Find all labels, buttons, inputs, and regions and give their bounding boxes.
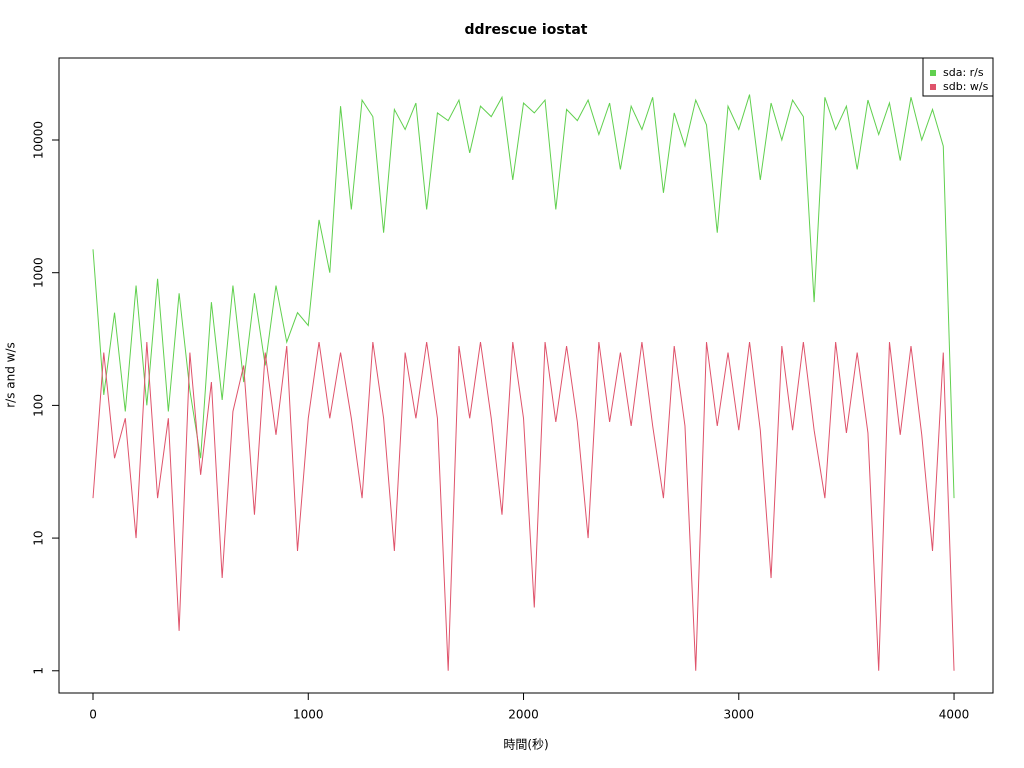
x-axis-label: 時間(秒) xyxy=(503,738,548,752)
x-tick-label: 4000 xyxy=(939,708,970,722)
x-tick-label: 2000 xyxy=(508,708,539,722)
x-tick-label: 0 xyxy=(89,708,97,722)
y-tick-label: 10000 xyxy=(32,121,46,159)
legend-label: sda: r/s xyxy=(943,66,984,79)
chart-title: ddrescue iostat xyxy=(465,22,588,38)
y-tick-label: 100 xyxy=(32,394,46,417)
y-tick-label: 1 xyxy=(32,667,46,675)
series-line xyxy=(92,342,955,671)
legend-swatch xyxy=(930,70,936,76)
series-line xyxy=(92,94,955,499)
legend-label: sdb: w/s xyxy=(943,80,989,93)
x-tick-label: 1000 xyxy=(293,708,324,722)
legend-swatch xyxy=(930,84,936,90)
y-tick-label: 10 xyxy=(32,530,46,545)
y-tick-label: 1000 xyxy=(32,257,46,288)
plot-box xyxy=(58,57,994,694)
y-axis-label: r/s and w/s xyxy=(4,342,18,408)
x-tick-label: 3000 xyxy=(724,708,755,722)
